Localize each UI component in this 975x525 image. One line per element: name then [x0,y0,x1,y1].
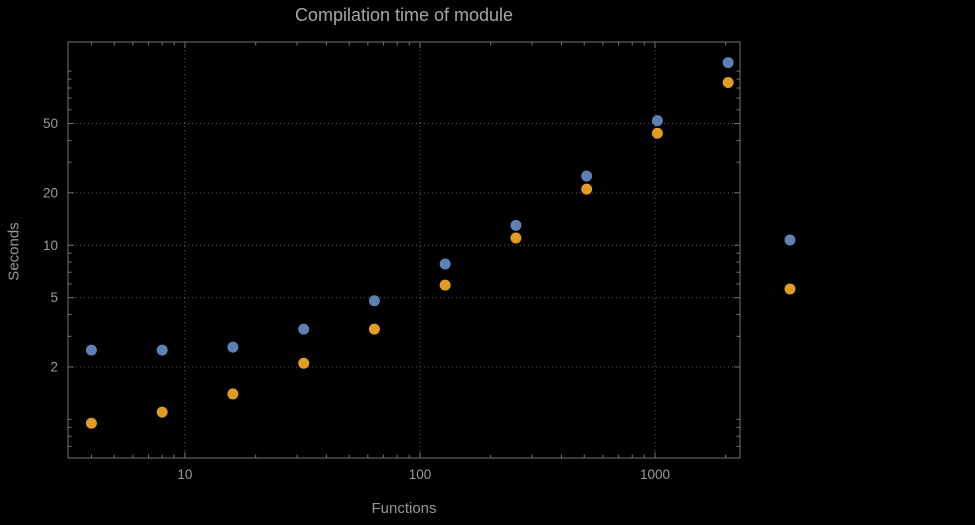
data-point-series-blue [439,258,451,270]
x-tick-label: 100 [409,467,432,482]
x-tick-label: 10 [177,467,192,482]
data-point-series-blue [510,219,522,231]
y-tick-label: 5 [50,290,58,305]
data-point-series-orange [298,357,310,369]
x-axis-label: Functions [371,500,437,517]
data-point-series-blue [298,323,310,335]
y-tick-label: 10 [43,238,58,253]
data-point-series-blue [85,344,97,356]
data-point-series-blue [651,115,663,127]
data-point-series-orange [581,183,593,195]
y-tick-label: 20 [43,185,58,200]
data-point-series-orange [85,417,97,429]
data-point-series-blue [722,57,734,69]
data-point-series-orange [651,127,663,139]
data-point-series-blue [227,341,239,353]
y-axis-label: Seconds [5,222,23,281]
data-point-series-blue [368,295,380,307]
data-point-series-orange [368,323,380,335]
data-point-series-orange [156,406,168,418]
x-tick-label: 1000 [640,467,670,482]
data-point-series-orange [510,232,522,244]
y-tick-label: 2 [50,359,58,374]
legend-marker-blue [784,234,796,246]
data-point-series-blue [581,170,593,182]
y-tick-label: 50 [43,116,58,131]
data-point-series-orange [439,279,451,291]
legend-marker-orange [784,283,796,295]
plot-frame [67,41,741,459]
data-point-series-orange [722,77,734,89]
data-point-series-orange [227,388,239,400]
chart-title: Compilation time of module [294,5,514,25]
data-point-series-blue [156,344,168,356]
